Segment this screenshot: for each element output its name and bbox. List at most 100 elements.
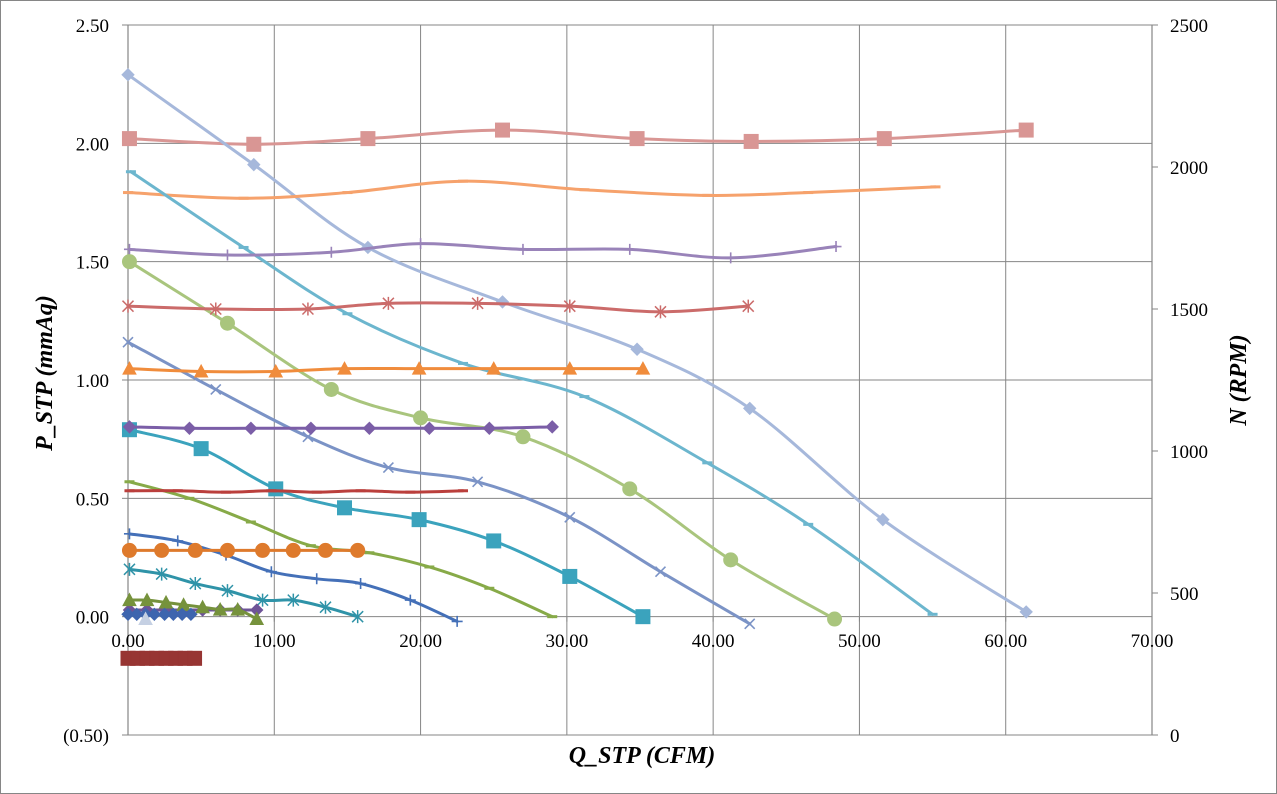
data-point [654, 305, 667, 319]
data-point [351, 610, 364, 624]
series-9 [122, 361, 651, 378]
data-point [122, 361, 137, 375]
data-point [319, 600, 332, 614]
series-line [127, 128, 1028, 146]
data-point [157, 607, 172, 622]
data-point [195, 599, 210, 614]
data-point [219, 315, 235, 331]
data-point [138, 611, 153, 626]
y-tick-label: 1.00 [76, 371, 109, 392]
y2-tick-label: 1000 [1170, 442, 1208, 463]
data-point [562, 361, 578, 375]
data-point [193, 363, 209, 378]
data-point [515, 429, 531, 445]
data-point [723, 552, 739, 568]
data-point [411, 361, 427, 375]
data-point [622, 481, 638, 497]
series-line [127, 260, 837, 621]
data-point [166, 607, 181, 622]
data-point [287, 593, 300, 607]
data-point [355, 578, 367, 590]
series-1 [121, 122, 1034, 152]
y2-tick-label: 2500 [1170, 16, 1208, 37]
data-point [187, 542, 203, 558]
data-point [189, 577, 202, 591]
x-tick-label: 0.00 [111, 631, 144, 652]
x-tick-label: 40.00 [692, 631, 735, 652]
data-point [630, 342, 644, 356]
data-point [221, 249, 233, 261]
data-point [486, 533, 502, 549]
data-point [876, 512, 890, 527]
data-point [139, 592, 155, 607]
data-point [486, 361, 502, 375]
data-point [212, 602, 228, 616]
data-point [382, 462, 394, 474]
data-point [147, 607, 162, 622]
data-point [827, 611, 843, 627]
data-point [563, 299, 576, 313]
series-15 [121, 542, 366, 558]
data-point [219, 542, 235, 558]
y-tick-label: 0.00 [76, 608, 109, 629]
data-point [255, 542, 271, 558]
data-point [629, 131, 645, 147]
series-line [127, 532, 459, 623]
x-tick-label: 50.00 [838, 631, 881, 652]
data-point [304, 421, 318, 435]
data-point [121, 67, 135, 82]
data-point [337, 500, 353, 516]
data-point [360, 131, 376, 147]
data-point [122, 420, 137, 434]
data-point [123, 562, 136, 576]
x-axis-title: Q_STP (CFM) [569, 743, 715, 769]
data-point [517, 243, 529, 255]
series-line [126, 301, 750, 314]
series-11 [122, 420, 559, 435]
data-point [876, 131, 892, 147]
series-line [127, 366, 645, 374]
data-point [413, 410, 429, 426]
data-point [121, 607, 135, 622]
series-6 [121, 254, 843, 627]
data-point [187, 650, 203, 666]
series-21 [120, 650, 203, 666]
data-point [230, 602, 246, 616]
data-point [249, 611, 265, 626]
series-8 [122, 336, 756, 630]
x-tick-label: 70.00 [1131, 631, 1174, 652]
series-group [120, 67, 1034, 666]
tick-labels: 2.50 2.00 1.50 1.00 0.50 0.00 (0.50) 0.00 10.00 2… [63, 16, 1208, 747]
series-18 [122, 592, 265, 626]
data-point [123, 528, 135, 540]
series-line [126, 179, 937, 200]
data-point [158, 594, 174, 609]
data-point [154, 542, 170, 558]
data-point [482, 421, 497, 435]
data-point [285, 542, 301, 558]
data-point [471, 296, 484, 310]
data-point [184, 607, 198, 622]
y2-tick-label: 0 [1170, 726, 1180, 747]
series-line [127, 242, 838, 260]
data-point [494, 122, 510, 138]
y2-tick-label: 500 [1170, 584, 1199, 605]
data-point [323, 381, 339, 397]
x-tick-label: 30.00 [545, 631, 588, 652]
series-10 [121, 422, 651, 625]
x-tick-label: 10.00 [253, 631, 296, 652]
data-point [725, 252, 737, 264]
data-point [382, 296, 395, 310]
data-point [301, 302, 314, 316]
data-point [451, 615, 463, 627]
y-tick-label: 0.50 [76, 489, 109, 510]
data-point [564, 511, 576, 523]
data-point [246, 136, 262, 152]
data-point [121, 542, 137, 558]
y-tick-label: 2.00 [76, 134, 109, 155]
x-tick-label: 20.00 [399, 631, 442, 652]
data-point [121, 299, 135, 313]
series-13 [124, 489, 468, 494]
data-point [1019, 605, 1033, 619]
